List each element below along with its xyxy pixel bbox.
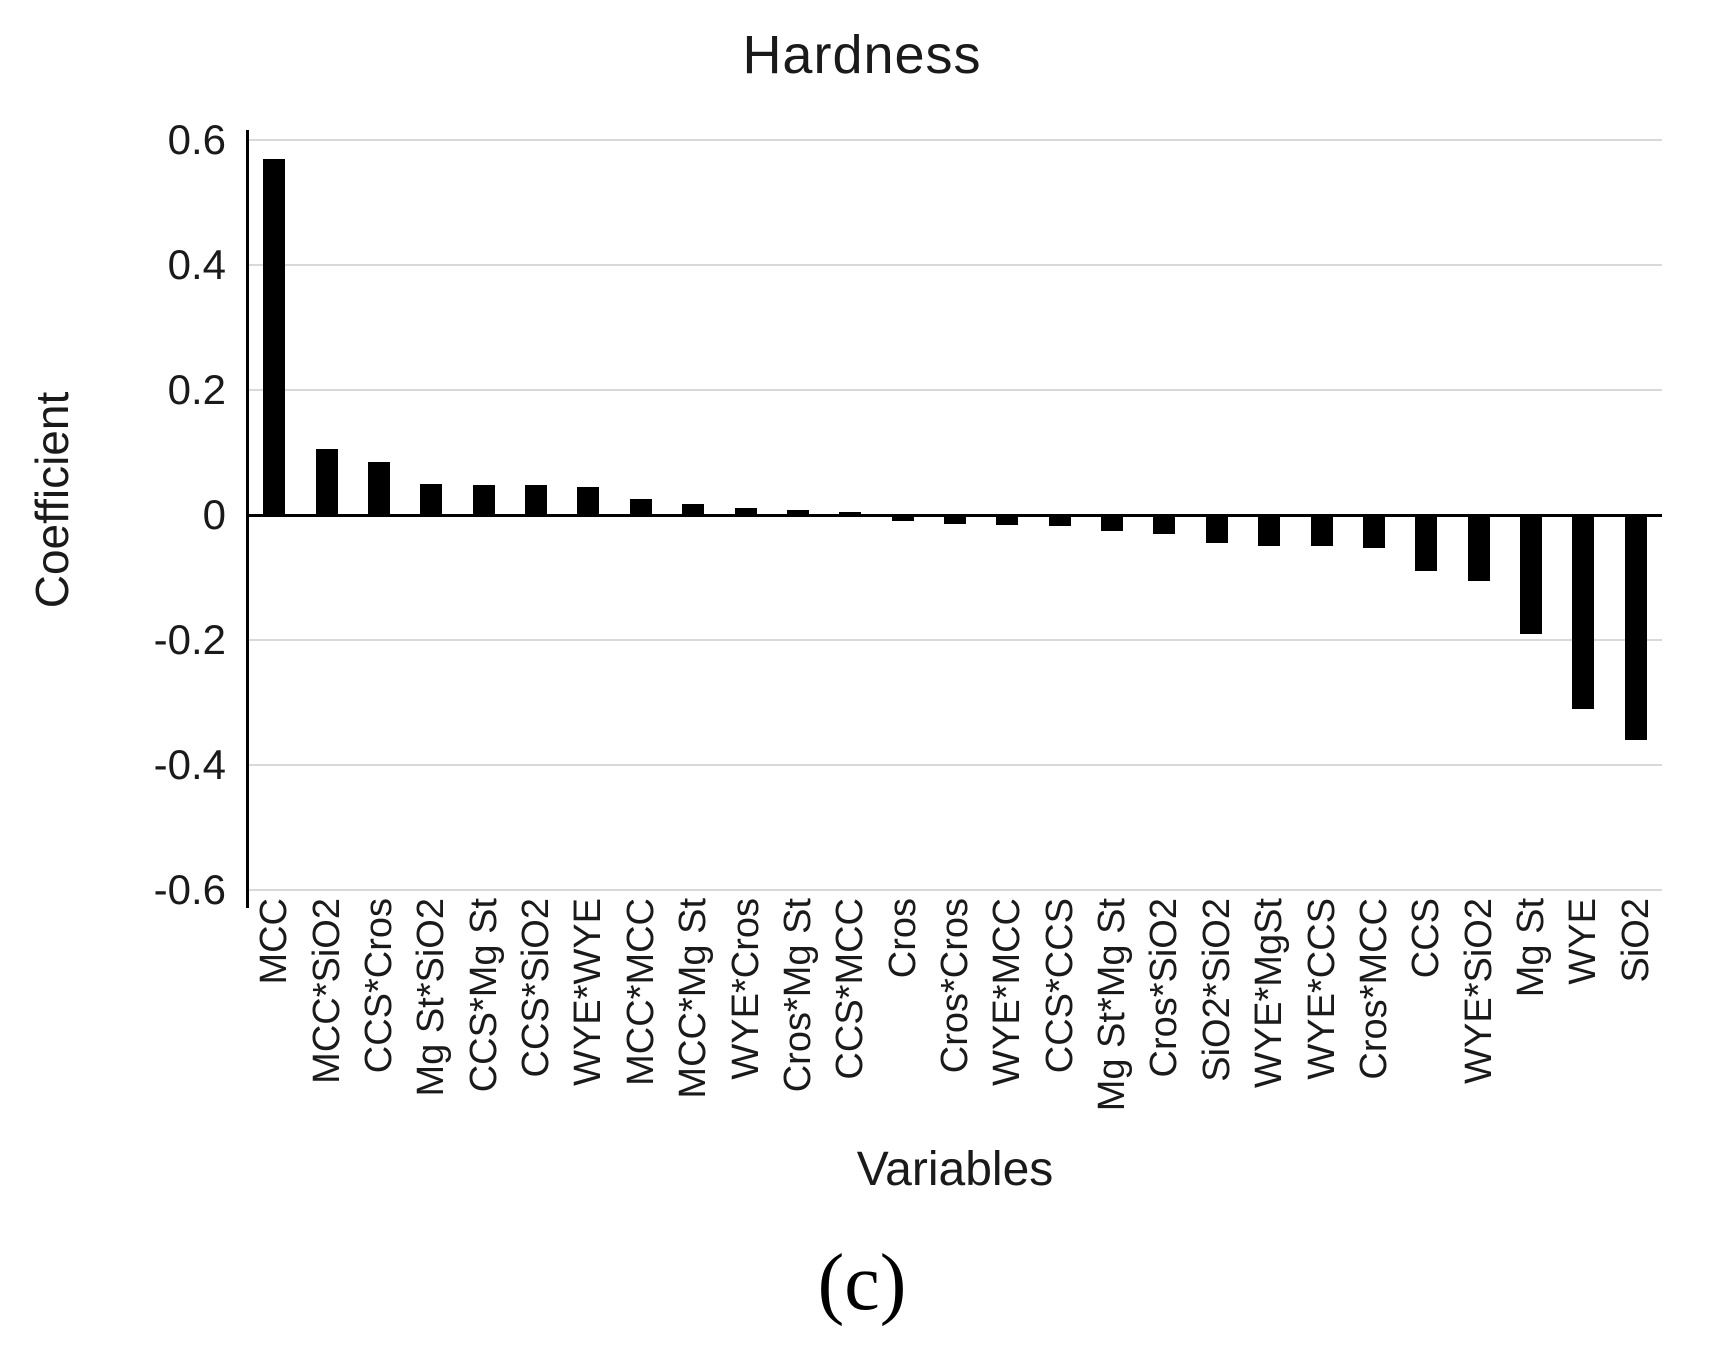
y-tick-label: -0.4 xyxy=(153,741,226,788)
x-tick-label-text: MCC*MCC xyxy=(619,898,662,1086)
bar-CCS*Cros xyxy=(367,461,390,515)
x-axis-zero-line xyxy=(248,513,1662,517)
x-tick-label-text: CCS*Mg St xyxy=(462,898,505,1093)
x-tick-label-text: Cros*MCC xyxy=(1352,898,1395,1080)
bar-SiO2*SiO2 xyxy=(1205,515,1228,544)
y-tick-label: 0.2 xyxy=(167,366,226,413)
x-tick-label-text: WYE*CCS xyxy=(1300,898,1343,1080)
x-tick-label-text: MCC xyxy=(253,898,296,985)
bar-MCC*MCC xyxy=(629,499,652,515)
gridline xyxy=(248,639,1662,641)
x-tick-label-text: MCC*SiO2 xyxy=(305,898,348,1084)
y-tick-label: 0 xyxy=(202,491,226,538)
gridline xyxy=(248,389,1662,391)
x-tick-label-text: Mg St*Mg St xyxy=(1091,898,1134,1112)
bar-SiO2 xyxy=(1624,515,1647,740)
bar-WYE*WYE xyxy=(577,486,600,515)
gridline xyxy=(248,764,1662,766)
x-tick-label-text: SiO2 xyxy=(1614,898,1657,983)
subfigure-caption: (c) xyxy=(817,1239,907,1327)
bar-Cros*MCC xyxy=(1362,515,1385,548)
x-tick-label-text: SiO2*SiO2 xyxy=(1195,898,1238,1082)
x-tick-label-text: CCS xyxy=(1405,898,1448,979)
bar-Mg St*Mg St xyxy=(1101,515,1124,531)
x-tick-label-SiO2: SiO2 xyxy=(1615,898,1701,982)
bar-MCC xyxy=(263,158,286,515)
x-tick-label-text: MCC*Mg St xyxy=(672,898,715,1099)
x-tick-label-text: Cros xyxy=(881,898,924,979)
bar-WYE*MgSt xyxy=(1258,515,1281,547)
bar-Mg St xyxy=(1520,515,1543,634)
gridline xyxy=(248,889,1662,891)
x-tick-label-text: WYE*SiO2 xyxy=(1457,898,1500,1084)
bar-Cros*Cros xyxy=(944,515,966,525)
bar-WYE*CCS xyxy=(1310,515,1333,547)
bar-Cros*SiO2 xyxy=(1153,515,1176,534)
x-tick-label-text: WYE*WYE xyxy=(567,898,610,1086)
y-tick-label: -0.2 xyxy=(153,616,226,663)
x-tick-label-text: Cros*Cros xyxy=(934,898,976,1074)
bar-CCS*SiO2 xyxy=(525,485,548,515)
x-tick-label-text: WYE xyxy=(1562,898,1605,985)
bar-MCC*Mg St xyxy=(682,503,705,515)
x-tick-label-text: CCS*MCC xyxy=(829,898,872,1080)
bar-WYE*SiO2 xyxy=(1467,515,1490,581)
y-tick-label: 0.6 xyxy=(167,116,226,163)
gridline xyxy=(248,264,1662,266)
x-tick-label-text: WYE*Cros xyxy=(724,898,767,1080)
bar-CCS xyxy=(1415,515,1438,572)
x-axis-title: Variables xyxy=(856,1143,1054,1196)
x-tick-label-text: Mg St xyxy=(1510,898,1553,998)
bar-CCS*Mg St xyxy=(472,485,495,515)
x-tick-label-text: CCS*SiO2 xyxy=(515,898,558,1078)
bar-Cros xyxy=(891,515,914,522)
bar-WYE*MCC xyxy=(996,515,1019,525)
y-axis-line xyxy=(246,130,249,908)
x-tick-label-text: Cros*Mg St xyxy=(776,898,819,1093)
bar-CCS*MCC xyxy=(839,511,862,515)
chart-title: Hardness xyxy=(742,25,982,85)
y-tick-label: -0.6 xyxy=(153,866,226,913)
bar-WYE*Cros xyxy=(734,507,757,515)
bar-Cros*Mg St xyxy=(786,510,809,515)
bar-MCC*SiO2 xyxy=(315,449,338,515)
x-tick-label-text: CCS*Cros xyxy=(357,898,400,1074)
x-tick-label-text: Cros*SiO2 xyxy=(1143,898,1186,1078)
y-tick-label: 0.4 xyxy=(167,241,226,288)
x-tick-label-text: Mg St*SiO2 xyxy=(410,898,453,1097)
bar-WYE xyxy=(1572,515,1595,709)
bar-CCS*CCS xyxy=(1048,515,1071,527)
gridline xyxy=(248,139,1662,141)
x-tick-label-text: WYE*MCC xyxy=(986,898,1029,1086)
x-tick-label-text: WYE*MgSt xyxy=(1248,898,1291,1089)
bar-Mg St*SiO2 xyxy=(420,483,443,515)
x-tick-label-text: CCS*CCS xyxy=(1038,898,1081,1074)
plot-area xyxy=(248,139,1662,891)
